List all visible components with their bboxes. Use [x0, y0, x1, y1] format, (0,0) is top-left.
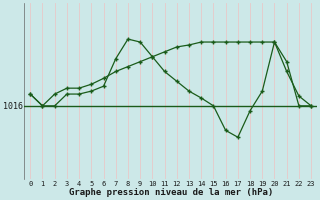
X-axis label: Graphe pression niveau de la mer (hPa): Graphe pression niveau de la mer (hPa) — [68, 188, 273, 197]
